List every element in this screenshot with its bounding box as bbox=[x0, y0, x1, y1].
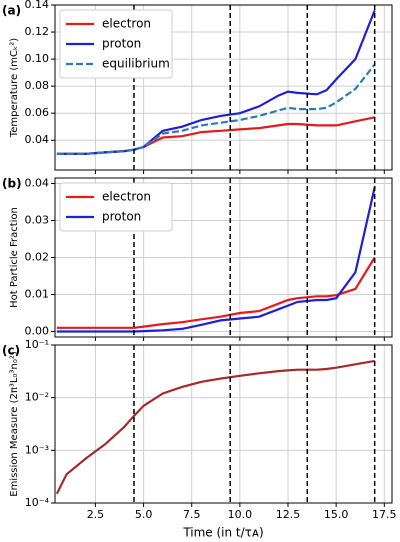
plot-frame bbox=[54, 177, 393, 338]
legend-box bbox=[59, 182, 173, 232]
y-tick-label: 0.10 bbox=[25, 52, 50, 65]
y-tick-label: 0.04 bbox=[25, 133, 50, 146]
y-tick-label: 0.12 bbox=[25, 25, 50, 38]
y-tick-label: 0.14 bbox=[25, 0, 50, 11]
y-axis-label: Emission Measure (2π³L₀³n₀²) bbox=[9, 351, 20, 497]
y-tick-label: 10⁻⁴ bbox=[25, 496, 50, 509]
x-tick-label: 5.0 bbox=[135, 508, 153, 521]
x-tick-label: 2.5 bbox=[87, 508, 105, 521]
x-tick-label: 15.0 bbox=[324, 508, 349, 521]
x-tick-label: 10.0 bbox=[228, 508, 253, 521]
plot-frame bbox=[54, 344, 393, 504]
y-tick-label: 10⁻³ bbox=[25, 443, 49, 456]
y-tick-label: 0.08 bbox=[25, 79, 50, 92]
y-axis-label: Hot Particle Fraction bbox=[9, 207, 20, 308]
legend-box bbox=[59, 9, 173, 79]
y-axis-label: Temperature (mCₖ²) bbox=[9, 38, 20, 138]
x-axis-label: Time (in t/τᴀ) bbox=[182, 526, 263, 540]
y-tick-label: 0.06 bbox=[25, 106, 50, 119]
y-tick-label: 10⁻² bbox=[25, 391, 49, 404]
legend-label: proton bbox=[102, 210, 141, 224]
legend-label: electron bbox=[102, 190, 151, 204]
series-line bbox=[56, 186, 376, 333]
panel-label: (a) bbox=[2, 4, 21, 18]
y-tick-label: 0.00 bbox=[25, 324, 50, 337]
x-tick-label: 12.5 bbox=[276, 508, 301, 521]
x-tick-label: 17.5 bbox=[372, 508, 397, 521]
x-tick-label: 7.5 bbox=[183, 508, 201, 521]
y-tick-label: 0.02 bbox=[25, 251, 50, 264]
y-tick-label: 10⁻¹ bbox=[25, 338, 49, 351]
series-line bbox=[55, 359, 375, 495]
panel-label: (c) bbox=[2, 344, 20, 358]
panel-label: (b) bbox=[2, 177, 22, 191]
series-line bbox=[56, 256, 376, 329]
legend-label: electron bbox=[102, 17, 151, 31]
y-tick-label: 0.03 bbox=[25, 214, 50, 227]
y-tick-label: 0.04 bbox=[25, 177, 50, 190]
series-line bbox=[56, 63, 376, 155]
y-tick-label: 0.01 bbox=[25, 287, 50, 300]
legend-label: proton bbox=[102, 37, 141, 51]
legend-label: equilibrium bbox=[102, 57, 170, 71]
plot-frame bbox=[54, 4, 393, 171]
